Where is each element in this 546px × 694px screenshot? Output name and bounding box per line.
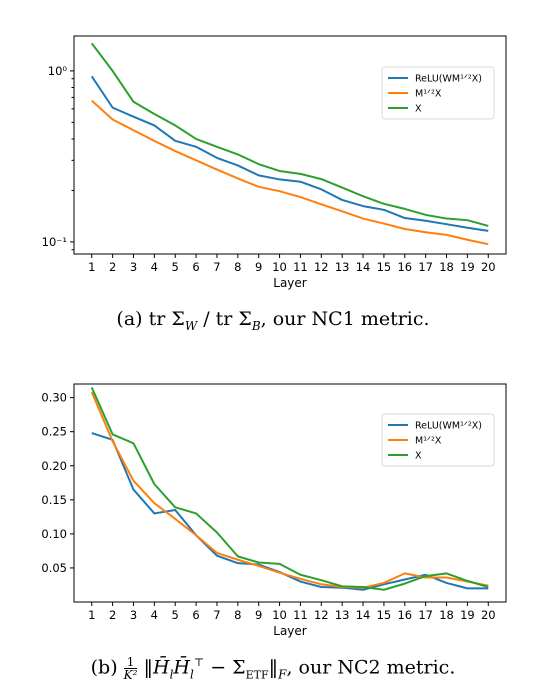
chart-a-series-3-line xyxy=(90,42,489,227)
chart-b-axes-frame xyxy=(73,383,507,603)
chart-a-x-tick-label: 8 xyxy=(234,260,241,274)
chart-a-legend-label-3: X xyxy=(415,104,422,115)
chart-b-x-tick-label: 2 xyxy=(109,608,116,622)
chart-a-x-tick-label: 12 xyxy=(314,260,329,274)
caption-b-norm: ‖H̄ xyxy=(137,656,170,679)
caption-b-sup-t: ⊤ xyxy=(193,656,205,670)
caption-b-sub-etf: ETF xyxy=(245,668,269,682)
chart-b-y-tick-label: 0.25 xyxy=(41,425,67,439)
chart-a-x-tick-label: 16 xyxy=(397,260,412,274)
chart-a-x-tick-label: 6 xyxy=(192,260,199,274)
chart-a-legend-label-1: ReLU(WM¹ᐟ²X) xyxy=(415,74,482,85)
chart-a-x-tick-label: 9 xyxy=(255,260,262,274)
caption-a: (a) tr ΣW / tr ΣB, our NC1 metric. xyxy=(0,308,546,333)
chart-a: 1 2 3 4 5 6 7 8 9 10 11 12 13 14 15 16 17 18 19 2010⁻¹10⁰La… xyxy=(42,35,507,290)
caption-b-sub-l1: l xyxy=(169,667,174,682)
chart-b-x-tick-label: 12 xyxy=(314,608,329,622)
chart-b-y-tick-label: 0.20 xyxy=(41,459,67,473)
chart-a-series-1-line xyxy=(90,75,489,232)
chart-a-x-axis-label: Layer xyxy=(273,276,307,290)
chart-a-series-2-line xyxy=(91,99,489,246)
chart-b-legend xyxy=(381,413,495,467)
chart-b-x-tick-label: 3 xyxy=(130,608,137,622)
caption-b-suffix: , our NC2 metric. xyxy=(286,656,456,679)
chart-b-legend-label-3: X xyxy=(415,451,422,462)
chart-b-x-tick-label: 19 xyxy=(460,608,475,622)
chart-b-y-tick-label: 0.10 xyxy=(41,527,67,541)
chart-a-x-tick-label: 2 xyxy=(109,260,116,274)
caption-b-minus: − Σ xyxy=(204,656,246,679)
chart-b: 1 2 3 4 5 6 7 8 9 10 11 12 13 14 15 16 17 18 19 200.050.100… xyxy=(41,383,507,638)
chart-b-x-tick-label: 15 xyxy=(377,608,392,622)
caption-b-frac-den: K² xyxy=(123,668,138,682)
chart-a-x-tick-label: 20 xyxy=(481,260,496,274)
chart-b-x-tick-label: 4 xyxy=(151,608,158,622)
chart-b-legend-label-2: M¹ᐟ²X xyxy=(415,436,442,447)
chart-a-x-tick-label: 4 xyxy=(151,260,158,274)
caption-b-sub-l2: l xyxy=(189,667,194,682)
chart-a-x-tick-label: 14 xyxy=(356,260,371,274)
chart-b-x-tick-label: 5 xyxy=(172,608,179,622)
chart-a-legend xyxy=(381,66,495,120)
caption-b-fraction: 1 K² xyxy=(123,656,138,682)
chart-a-x-tick-label: 18 xyxy=(439,260,454,274)
caption-a-prefix: (a) tr Σ xyxy=(116,308,185,330)
caption-b-prefix: (b) xyxy=(90,656,124,679)
chart-a-y-tick-label: 10⁰ xyxy=(48,64,68,78)
chart-a-x-tick-label: 5 xyxy=(172,260,179,274)
chart-b-x-tick-label: 13 xyxy=(335,608,350,622)
chart-b-y-tick-label: 0.15 xyxy=(41,493,67,507)
caption-a-mid: / tr Σ xyxy=(197,308,252,330)
chart-b-x-tick-label: 16 xyxy=(397,608,412,622)
chart-b-x-tick-label: 17 xyxy=(418,608,433,622)
chart-b-x-tick-label: 1 xyxy=(88,608,95,622)
chart-a-x-tick-label: 3 xyxy=(130,260,137,274)
chart-b-x-tick-label: 9 xyxy=(255,608,262,622)
chart-a-x-tick-label: 15 xyxy=(377,260,392,274)
chart-a-x-tick-label: 11 xyxy=(293,260,308,274)
chart-b-x-tick-label: 18 xyxy=(439,608,454,622)
chart-a-legend-label-2: M¹ᐟ²X xyxy=(415,89,442,100)
chart-a-x-tick-label: 10 xyxy=(272,260,287,274)
chart-b-x-axis-label: Layer xyxy=(273,624,307,638)
caption-a-sub-w: W xyxy=(184,318,198,333)
chart-a-x-tick-label: 17 xyxy=(418,260,433,274)
caption-b-frac-num: 1 xyxy=(123,656,138,669)
caption-a-sub-b: B xyxy=(251,318,261,333)
chart-b-x-tick-label: 11 xyxy=(293,608,308,622)
caption-b: (b) 1 K² ‖H̄lH̄l⊤ − ΣETF‖F, our NC2 metri… xyxy=(0,656,546,681)
caption-b-close: ‖ xyxy=(268,656,279,679)
chart-b-x-tick-label: 8 xyxy=(234,608,241,622)
chart-b-x-tick-label: 10 xyxy=(272,608,287,622)
chart-a-y-tick-label: 10⁻¹ xyxy=(42,235,67,249)
chart-b-y-tick-label: 0.05 xyxy=(41,561,67,575)
caption-b-sub-f: F xyxy=(278,667,287,682)
chart-a-axes-frame xyxy=(73,35,507,255)
chart-b-x-tick-label: 6 xyxy=(192,608,199,622)
chart-b-series-3-line xyxy=(90,387,489,591)
chart-b-x-tick-label: 14 xyxy=(356,608,371,622)
chart-b-x-tick-label: 20 xyxy=(481,608,496,622)
chart-a-x-tick-label: 13 xyxy=(335,260,350,274)
chart-a-x-tick-label: 1 xyxy=(88,260,95,274)
chart-a-x-tick-label: 7 xyxy=(213,260,220,274)
chart-b-x-tick-label: 7 xyxy=(213,608,220,622)
caption-a-suffix: , our NC1 metric. xyxy=(260,308,430,330)
chart-b-y-tick-label: 0.30 xyxy=(41,391,67,405)
caption-b-h2: H̄ xyxy=(173,656,190,679)
chart-b-legend-label-1: ReLU(WM¹ᐟ²X) xyxy=(415,421,482,432)
chart-a-x-tick-label: 19 xyxy=(460,260,475,274)
